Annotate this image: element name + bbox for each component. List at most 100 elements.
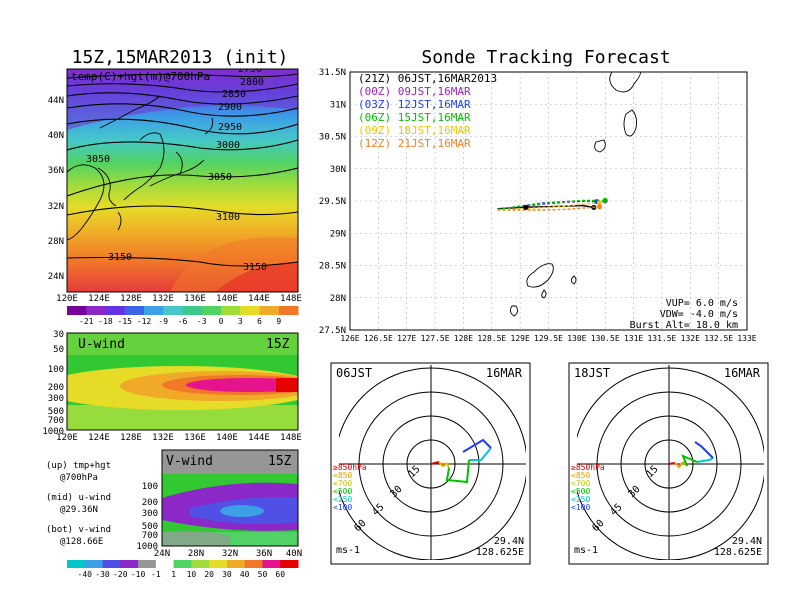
track-panel: 31.5N 31N 30.5N 30N 29.5N 29N 28.5N 28N 27.5N 12… [319, 68, 757, 343]
hodo-right-lat: 29.4N [732, 536, 762, 547]
hodo-segment [681, 454, 698, 467]
v-wind-p-ticks: 100 200 300 500 700 1000 [136, 482, 158, 552]
track-info: VUP= 6.0 m/s VDW= -4.0 m/s Burst Alt= 18… [630, 298, 738, 331]
colorbar-label: -6 [178, 317, 188, 326]
v-lat-tick: 40N [286, 549, 302, 559]
p-tick: 30 [53, 330, 64, 340]
colorbar-label: 10 [187, 570, 197, 579]
track-lon-tick: 131E [624, 334, 643, 343]
track-lon-ticks: 126E 126.5E 127E 127.5E 128E 128.5E 129E 129.5E… [340, 334, 756, 343]
track-lon-tick: 127E [397, 334, 416, 343]
colorbar-swatch [155, 560, 175, 568]
level-label: <500 [333, 487, 352, 496]
coastline [67, 95, 214, 241]
vup-text: VUP= 6.0 m/s [666, 298, 738, 309]
track-legend-entry: (12Z) 21JST,16MAR [358, 137, 471, 150]
colorbar-swatch [240, 306, 260, 315]
hodo-segment [696, 457, 714, 463]
level-label: <500 [571, 487, 590, 496]
track-mid-marker [523, 204, 529, 210]
colorbar-label: 9 [276, 317, 281, 326]
track-lat-tick: 29N [330, 229, 346, 239]
hodograph-right: 15 30 45 60 18JST 16MAR ≥850hPa <850 <70… [568, 362, 769, 565]
burst-alt-text: Burst Alt= 18.0 km [630, 320, 738, 331]
level-label: <850 [571, 471, 590, 480]
contour-label: 2850 [222, 89, 246, 100]
u-lon-tick: 132E [152, 433, 174, 443]
contour-label: 3050 [86, 154, 110, 165]
hodo-right-levels: ≥850hPa <850 <700 <500 <250 <100 [571, 463, 605, 512]
level-label: <250 [333, 495, 352, 504]
p-tick: 100 [48, 365, 64, 375]
p-tick: 700 [48, 416, 64, 426]
contour-label: 2900 [218, 102, 242, 113]
level-label: <250 [571, 495, 590, 504]
colorbar-label: -9 [158, 317, 168, 326]
colorbar-swatch [67, 306, 87, 315]
track-end-marker [597, 200, 603, 206]
hodo-left-unit: ms-1 [336, 545, 360, 556]
track-lines [497, 197, 608, 211]
track-line [497, 206, 600, 211]
hodograph-left: 15 30 45 60 06JST 16MAR ≥850hPa <850 <70… [330, 362, 531, 565]
level-label: <100 [571, 503, 590, 512]
colorbar-label: 40 [240, 570, 250, 579]
left-title: 15Z,15MAR2013 (init) [72, 47, 289, 68]
track-legend-entry: (09Z) 18JST,16MAR [358, 124, 471, 137]
colorbar-label: -3 [197, 317, 207, 326]
track-lon-tick: 129E [511, 334, 530, 343]
level-label: ≥850hPa [571, 463, 605, 472]
v-lat-tick: 24N [154, 549, 170, 559]
hodo-segment [445, 459, 470, 484]
v-wind-time: 15Z [268, 454, 292, 469]
track-lat-tick: 28N [330, 294, 346, 304]
colorbar-label: 3 [238, 317, 243, 326]
map-lon-tick: 132E [152, 294, 174, 304]
track-end-marker [602, 197, 608, 203]
track-lon-tick: 128E [454, 334, 473, 343]
colorbar-label: -15 [118, 317, 133, 326]
hodo-left-lon: 128.625E [476, 547, 524, 558]
u-wind-time: 15Z [266, 337, 290, 352]
v-lat-tick: 28N [188, 549, 204, 559]
colorbar-swatch [280, 560, 299, 568]
vdw-text: VDW= -4.0 m/s [660, 309, 738, 320]
hot-area [215, 262, 298, 292]
contour-label: 3100 [216, 212, 240, 223]
note-bot-b: @128.66E [60, 537, 103, 547]
u-lon-tick: 144E [248, 433, 270, 443]
contour-label: 3000 [216, 140, 240, 151]
track-lon-tick: 126.5E [364, 334, 393, 343]
colorbar-swatch [278, 306, 299, 315]
track-line [497, 199, 606, 211]
hodo-segment [694, 441, 714, 459]
track-legend-entry: (21Z) 06JST,16MAR2013 [358, 72, 497, 85]
track-lon-tick: 127.5E [421, 334, 450, 343]
level-label: <100 [333, 503, 352, 512]
colorbar-swatch [259, 306, 280, 315]
hodo-segment [668, 462, 676, 465]
track-lat-ticks: 31.5N 31N 30.5N 30N 29.5N 29N 28.5N 28N 27.5N [319, 68, 346, 336]
colorbar-label: 1 [171, 570, 176, 579]
p-tick: 200 [142, 498, 158, 508]
map-lon-tick: 124E [88, 294, 110, 304]
temp-colorbar: -21 -18 -15 -12 -9 -6 -3 0 3 6 9 [67, 306, 299, 326]
u-lon-tick: 136E [184, 433, 206, 443]
colorbar-swatch [120, 560, 139, 568]
map-lat-tick: 32N [48, 202, 64, 212]
hodo-left-levels: ≥850hPa <850 <700 <500 <250 <100 [333, 463, 367, 512]
hodograph-right-trace [668, 441, 714, 469]
track-legend-entry: (00Z) 09JST,16MAR [358, 85, 471, 98]
hodo-segment [462, 438, 492, 453]
note-mid-b: @29.36N [60, 505, 98, 515]
p-tick: 1000 [136, 542, 158, 552]
islands [509, 71, 641, 317]
u-wind-label: U-wind [78, 337, 125, 352]
colorbar-label: -12 [137, 317, 152, 326]
v-lat-tick: 36N [256, 549, 272, 559]
temp-height-map: temp(C)+hgt(m)@700hPa 2750 2800 2850 290… [48, 68, 302, 304]
hodo-segment [446, 462, 450, 469]
p-tick: 200 [48, 383, 64, 393]
colorbar-swatch [173, 560, 192, 568]
height-contours [67, 73, 298, 267]
